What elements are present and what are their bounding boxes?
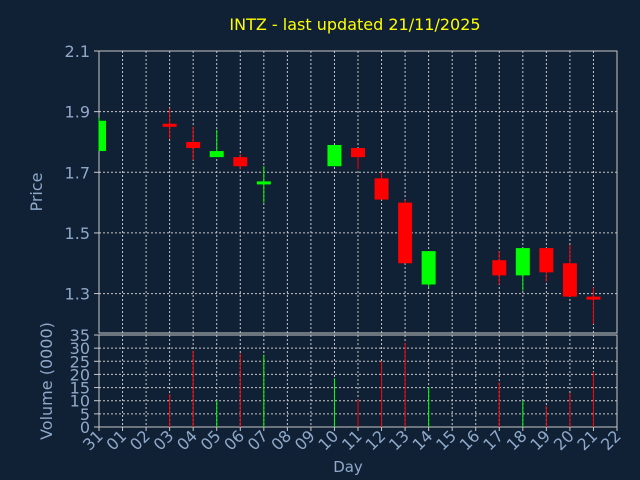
candle-body [186,141,201,149]
candle-body [374,178,389,200]
candle-11 [351,148,365,170]
price-tick-labels: 2.1 1.9 1.7 1.5 1.3 [65,42,99,304]
volume-tick-label: 35 [70,326,90,345]
candle-31 [98,117,106,152]
price-tick-label: 1.7 [65,163,90,182]
candle-12 [374,172,389,200]
volume-bars [169,342,594,427]
candle-21 [586,287,601,324]
candle-14 [421,251,436,288]
candle-body [327,145,342,167]
price-tick-label: 2.1 [65,42,90,61]
candle-body [539,248,554,273]
price-tick-label: 1.9 [65,103,90,122]
candle-body [162,123,177,127]
candle-07 [256,166,271,203]
x-axis-label: Day [333,458,363,476]
candle-body [515,248,530,276]
candle-19 [539,248,554,282]
candle-body [586,296,601,300]
candle-body [256,181,271,185]
candle-body [562,263,577,297]
volume-axis-label: Volume (0000) [37,322,56,440]
candle-03 [162,108,177,139]
price-axis-label: Price [27,172,46,211]
volume-tick-label: 0 [80,418,90,437]
price-tick-label: 1.5 [65,224,90,243]
volume-tick-label: 20 [70,365,90,384]
candle-04 [186,126,201,161]
price-tick-label: 1.3 [65,285,90,304]
candles [98,108,601,324]
candle-06 [233,154,248,170]
candle-body [492,260,507,276]
candle-body [351,148,365,158]
candle-10 [327,145,342,167]
candle-05 [209,129,224,158]
volume-tick-label: 25 [70,352,90,371]
chart-title: INTZ - last updated 21/11/2025 [229,15,480,34]
candle-body [398,202,413,264]
candle-17 [492,251,507,285]
candle-body [99,120,106,152]
volume-tick-label: 10 [70,392,90,411]
volume-tick-label: 15 [70,379,90,398]
candle-body [233,157,248,167]
price-plot-border [98,50,618,334]
candle-20 [562,245,577,297]
candle-13 [398,199,413,264]
candle-body [421,251,436,285]
volume-tick-label: 5 [80,405,90,424]
candle-18 [515,248,530,291]
volume-tick-label: 30 [70,339,90,358]
x-tick-labels: 3101020304050607080910111213141516171819… [79,426,625,454]
candle-body [209,151,224,158]
